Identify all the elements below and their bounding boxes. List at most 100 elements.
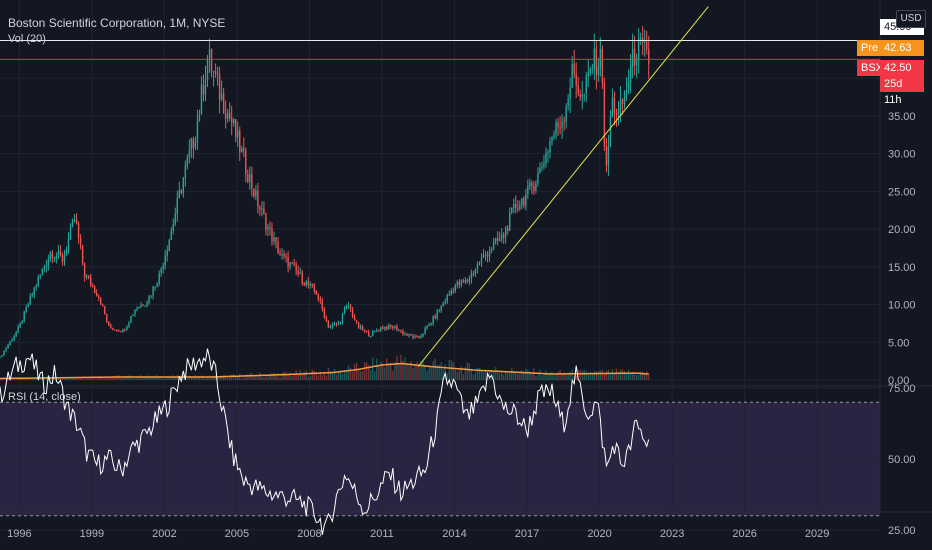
volume-bar — [529, 371, 531, 380]
volume-bar — [202, 375, 205, 380]
rsi-tick-label: 50.00 — [888, 454, 916, 466]
candle-body — [186, 157, 189, 166]
candle-body — [601, 49, 604, 83]
volume-bar — [108, 377, 110, 380]
candle-body — [57, 251, 60, 257]
candle-body — [13, 336, 15, 340]
volume-bar — [228, 375, 231, 380]
volume-bar — [394, 362, 396, 380]
candle-body — [404, 333, 406, 335]
volume-bar — [446, 373, 448, 380]
candle-body — [176, 197, 178, 215]
volume-bar — [347, 365, 350, 380]
volume-bar — [297, 374, 299, 380]
candle-body — [47, 259, 50, 266]
volume-bar — [547, 373, 549, 380]
volume-bar — [255, 376, 257, 380]
volume-bar — [543, 374, 545, 380]
volume-indicator-label[interactable]: Vol (20) — [8, 33, 46, 45]
candle-body — [208, 49, 211, 59]
volume-bar — [224, 374, 227, 380]
volume-bar — [369, 370, 372, 380]
volume-bar — [639, 371, 642, 380]
volume-bar — [537, 374, 539, 380]
candle-body — [263, 208, 265, 215]
volume-bar — [164, 378, 166, 380]
price-tick-label: 10.00 — [888, 300, 916, 312]
volume-bar — [263, 377, 265, 380]
candle-body — [104, 306, 106, 315]
candle-body — [172, 224, 174, 231]
volume-bar — [305, 370, 307, 380]
volume-bar — [376, 358, 378, 380]
volume-bar — [325, 375, 328, 380]
volume-bar — [627, 369, 630, 380]
candle-body — [509, 212, 511, 231]
volume-bar — [315, 372, 318, 380]
candle-body — [535, 183, 537, 191]
volume-bar — [333, 368, 336, 380]
candle-body — [521, 198, 523, 205]
candle-body — [253, 188, 255, 197]
volume-bar — [257, 375, 259, 380]
volume-bar — [527, 370, 529, 380]
candle-body — [287, 256, 289, 268]
candle-body — [517, 207, 519, 209]
volume-bar — [430, 367, 432, 380]
candle-body — [472, 273, 475, 275]
volume-bar — [380, 361, 382, 380]
volume-bar — [81, 378, 84, 380]
candle-body — [539, 167, 541, 173]
candle-body — [543, 163, 545, 167]
candle-body — [279, 253, 281, 256]
candle-body — [5, 348, 7, 351]
candle-body — [39, 274, 41, 278]
volume-bar — [555, 374, 557, 380]
candle-body — [565, 106, 567, 122]
candle-body — [128, 322, 130, 327]
volume-bar — [339, 369, 342, 380]
candle-body — [625, 89, 628, 93]
candle-body — [621, 99, 624, 105]
volume-bar — [301, 373, 303, 380]
volume-bar — [180, 375, 183, 380]
volume-bar — [287, 373, 289, 380]
candle-body — [303, 283, 305, 286]
volume-bar — [114, 376, 116, 380]
candle-body — [478, 263, 481, 265]
volume-bar — [648, 374, 650, 380]
currency-label[interactable]: USD — [896, 10, 926, 28]
volume-bar — [559, 370, 561, 380]
candle-body — [446, 295, 448, 302]
price-tick-label: 25.00 — [888, 186, 916, 198]
candle-body — [142, 304, 144, 306]
volume-bar — [472, 374, 475, 380]
candle-body — [599, 49, 602, 67]
volume-bar — [345, 371, 348, 380]
candle-body — [531, 182, 533, 187]
candle-body — [206, 58, 209, 80]
time-tick-label: 2026 — [732, 528, 756, 540]
rsi-indicator-label[interactable]: RSI (14, close) — [8, 391, 81, 403]
volume-bar — [452, 362, 455, 380]
volume-bar — [374, 371, 376, 380]
volume-bar — [633, 372, 636, 380]
candle-body — [363, 330, 366, 332]
candle-body — [3, 350, 5, 356]
candle-body — [595, 48, 598, 75]
candle-body — [122, 329, 124, 333]
volume-bar — [645, 371, 648, 380]
candle-body — [384, 326, 386, 329]
candle-body — [239, 130, 241, 153]
volume-bar — [643, 373, 646, 380]
candle-body — [194, 142, 197, 148]
candle-body — [523, 198, 525, 206]
time-tick-label: 1996 — [7, 528, 31, 540]
volume-bar — [515, 372, 517, 380]
candle-body — [273, 237, 275, 242]
volume-bar — [73, 377, 76, 380]
candle-body — [315, 290, 318, 295]
price-tick-label: 35.00 — [888, 111, 916, 123]
